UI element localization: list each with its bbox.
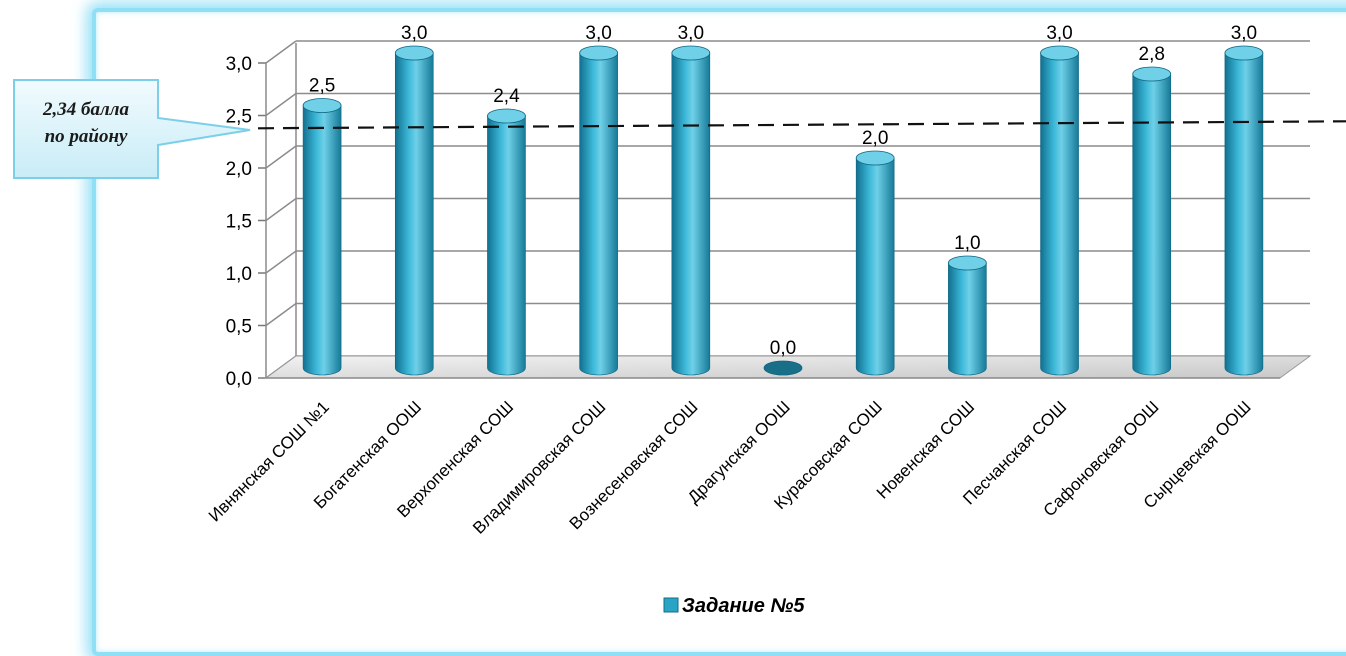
bar [947, 255, 987, 376]
bar [579, 45, 619, 376]
reference-line [257, 120, 1346, 130]
side-gridline [265, 145, 297, 169]
bar-top [947, 255, 987, 271]
data-label: 0,0 [770, 338, 796, 359]
bar-top [855, 150, 895, 166]
bar [394, 45, 434, 376]
data-label: 3,0 [1231, 23, 1257, 44]
category-label: Новенская СОШ [873, 397, 978, 502]
side-gridline [265, 250, 297, 274]
bar-top [1040, 45, 1079, 61]
data-label: 1,0 [954, 233, 980, 254]
data-label: 2,0 [862, 128, 888, 149]
callout-line-1: 2,34 балла [42, 99, 129, 120]
bar-body [394, 52, 434, 376]
bar [1040, 45, 1079, 376]
bar-body [855, 157, 895, 376]
bar-top [671, 45, 711, 61]
bar-body [579, 52, 618, 376]
bar-body [948, 262, 987, 376]
bar-body [1224, 52, 1264, 376]
bar-body [1040, 52, 1079, 376]
legend: Задание №5 [663, 595, 805, 617]
callout-line-2: по району [45, 126, 128, 147]
bar [763, 360, 803, 376]
average-callout: 2,34 балла по району [13, 79, 251, 179]
bar-body [487, 115, 526, 376]
y-tick-label: 3,0 [226, 54, 252, 75]
bar-top [394, 45, 434, 61]
value-axis: 0,0 0,5 1,0 1,5 2,0 2,5 3,0 [226, 54, 267, 390]
bar [487, 108, 526, 376]
bar-top [302, 98, 342, 113]
bar [1132, 66, 1172, 376]
side-gridline [265, 302, 297, 327]
bar [671, 45, 711, 376]
data-label: 3,0 [585, 23, 611, 44]
data-label: 2,5 [309, 76, 335, 97]
side-gridline [265, 92, 297, 117]
data-labels: 2,5 3,0 2,4 3,0 3,0 0,0 2,0 1,0 3,0 2,8 3,0 [309, 23, 1257, 359]
bar-body [1132, 73, 1172, 376]
bar [855, 150, 895, 376]
bars [302, 45, 1264, 376]
bar [1224, 45, 1264, 376]
legend-swatch [663, 597, 679, 613]
bar [302, 98, 342, 376]
bar-body [671, 52, 711, 376]
legend-label: Задание №5 [682, 595, 805, 617]
bar-top [1224, 45, 1264, 61]
y-tick-label: 2,0 [226, 159, 252, 180]
side-gridline [265, 40, 297, 64]
average-dashed-line [257, 120, 1346, 130]
data-label: 3,0 [678, 23, 704, 44]
data-label: 3,0 [1046, 23, 1072, 44]
bar-top [487, 108, 526, 124]
category-label: Драгунская ООШ [684, 397, 794, 507]
bar-body [302, 105, 342, 376]
callout-bubble [13, 79, 251, 179]
y-tick-label: 1,0 [226, 264, 252, 285]
side-gridline [265, 197, 297, 222]
bar-top [763, 360, 803, 376]
y-tick-label: 2,5 [226, 107, 252, 128]
data-label: 3,0 [401, 23, 427, 44]
data-label: 2,4 [493, 86, 520, 107]
category-label: Ивнянская СОШ №1 [205, 397, 333, 525]
data-label: 2,8 [1139, 44, 1165, 65]
y-tick-label: 0,5 [226, 317, 252, 338]
bar-top [1132, 66, 1172, 82]
y-tick-label: 0,0 [226, 369, 252, 390]
bar-chart: 0,00,51,01,52,02,53,0 2,53,02,43,0 3,00,0… [13, 23, 1346, 617]
y-tick-label: 1,5 [226, 212, 252, 233]
bar-top [579, 45, 619, 61]
